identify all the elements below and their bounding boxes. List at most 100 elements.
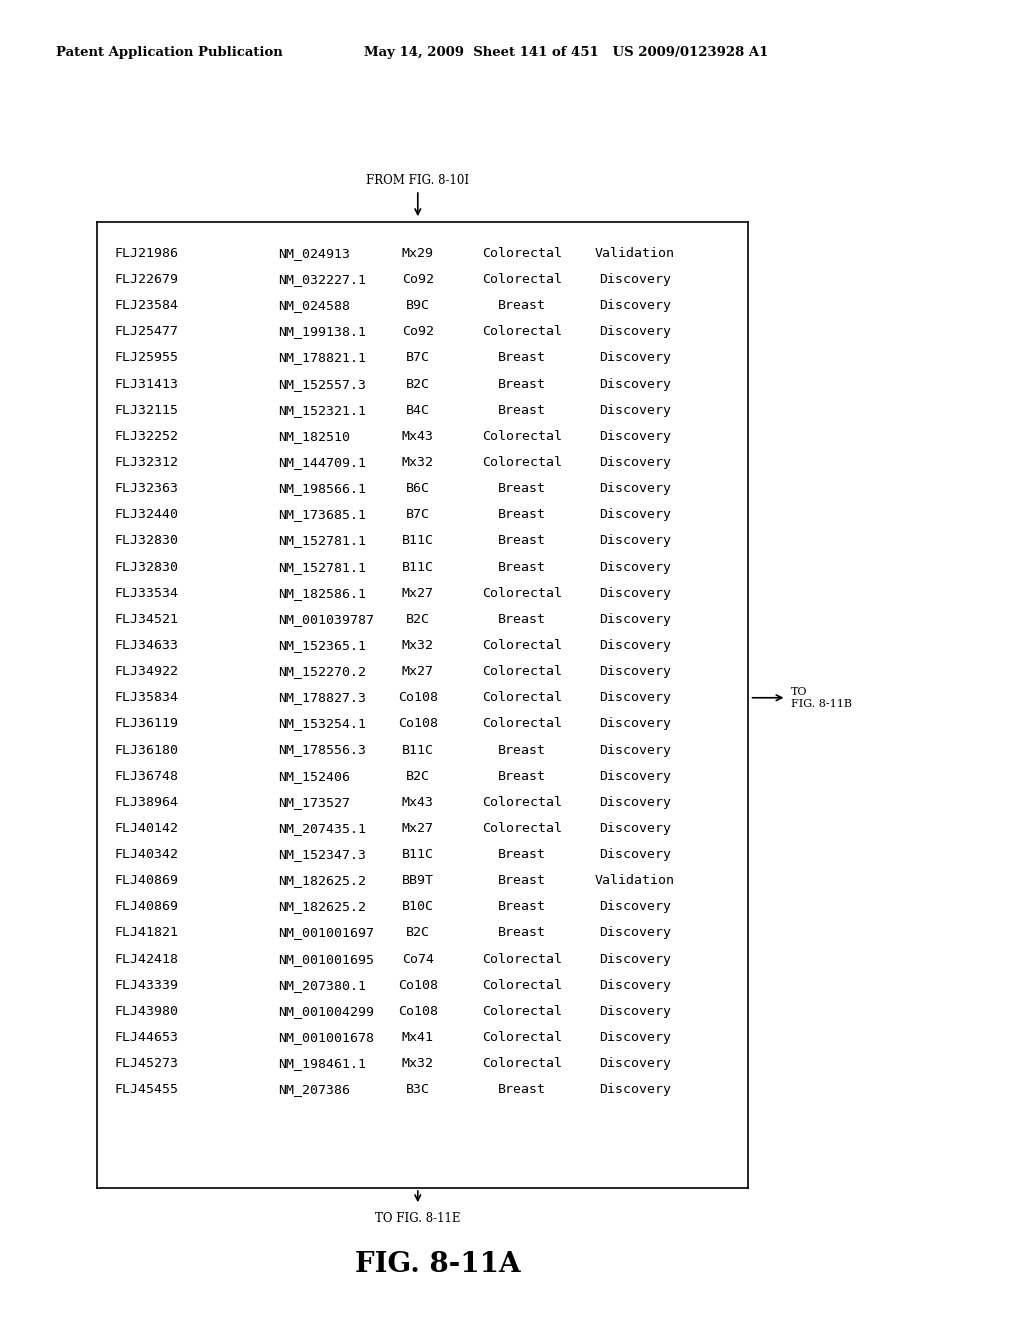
Text: Colorectal: Colorectal <box>482 717 562 730</box>
Text: FLJ36748: FLJ36748 <box>115 770 178 783</box>
Text: Breast: Breast <box>499 770 546 783</box>
Text: Discovery: Discovery <box>599 612 671 626</box>
Text: Colorectal: Colorectal <box>482 822 562 836</box>
Text: Discovery: Discovery <box>599 455 671 469</box>
Text: BB9T: BB9T <box>401 874 434 887</box>
Text: NM_024588: NM_024588 <box>279 300 350 313</box>
Text: B3C: B3C <box>406 1084 430 1097</box>
Text: Discovery: Discovery <box>599 404 671 417</box>
Text: FLJ31413: FLJ31413 <box>115 378 178 391</box>
Text: Co108: Co108 <box>397 717 438 730</box>
Text: NM_153254.1: NM_153254.1 <box>279 717 367 730</box>
Text: NM_207380.1: NM_207380.1 <box>279 978 367 991</box>
Text: Discovery: Discovery <box>599 273 671 286</box>
Text: Mx32: Mx32 <box>401 1057 434 1071</box>
Text: Breast: Breast <box>499 847 546 861</box>
Text: Discovery: Discovery <box>599 1057 671 1071</box>
Text: NM_173527: NM_173527 <box>279 796 350 809</box>
Text: Breast: Breast <box>499 404 546 417</box>
Text: FIG. 8-11A: FIG. 8-11A <box>355 1251 521 1278</box>
Text: Breast: Breast <box>499 535 546 548</box>
Text: B2C: B2C <box>406 612 430 626</box>
Text: NM_024913: NM_024913 <box>279 247 350 260</box>
Text: FROM FIG. 8-10I: FROM FIG. 8-10I <box>367 174 469 187</box>
Text: Discovery: Discovery <box>599 1084 671 1097</box>
Text: Discovery: Discovery <box>599 378 671 391</box>
Text: Colorectal: Colorectal <box>482 1005 562 1018</box>
Text: NM_001001695: NM_001001695 <box>279 953 375 966</box>
Text: Discovery: Discovery <box>599 770 671 783</box>
Text: Breast: Breast <box>499 927 546 940</box>
Text: Discovery: Discovery <box>599 847 671 861</box>
Text: Colorectal: Colorectal <box>482 665 562 678</box>
Text: Mx29: Mx29 <box>401 247 434 260</box>
Text: FLJ34922: FLJ34922 <box>115 665 178 678</box>
Text: Mx27: Mx27 <box>401 586 434 599</box>
Text: Colorectal: Colorectal <box>482 586 562 599</box>
Text: Discovery: Discovery <box>599 743 671 756</box>
Text: Mx43: Mx43 <box>401 796 434 809</box>
Text: FLJ36180: FLJ36180 <box>115 743 178 756</box>
Text: FLJ32830: FLJ32830 <box>115 561 178 574</box>
Text: NM_152270.2: NM_152270.2 <box>279 665 367 678</box>
Text: FLJ32312: FLJ32312 <box>115 455 178 469</box>
Text: FLJ40142: FLJ40142 <box>115 822 178 836</box>
Text: Discovery: Discovery <box>599 482 671 495</box>
Text: Discovery: Discovery <box>599 325 671 338</box>
Text: NM_182510: NM_182510 <box>279 430 350 444</box>
Text: FLJ36119: FLJ36119 <box>115 717 178 730</box>
Text: B7C: B7C <box>406 351 430 364</box>
Text: Colorectal: Colorectal <box>482 1031 562 1044</box>
Text: B4C: B4C <box>406 404 430 417</box>
Text: Breast: Breast <box>499 900 546 913</box>
Text: NM_182625.2: NM_182625.2 <box>279 874 367 887</box>
Text: FLJ38964: FLJ38964 <box>115 796 178 809</box>
Text: Co92: Co92 <box>401 325 434 338</box>
Text: FLJ21986: FLJ21986 <box>115 247 178 260</box>
Text: FLJ25477: FLJ25477 <box>115 325 178 338</box>
Text: FLJ40869: FLJ40869 <box>115 900 178 913</box>
Text: B9C: B9C <box>406 300 430 313</box>
Text: FLJ40342: FLJ40342 <box>115 847 178 861</box>
Text: Discovery: Discovery <box>599 351 671 364</box>
Text: Discovery: Discovery <box>599 639 671 652</box>
Text: Discovery: Discovery <box>599 535 671 548</box>
Text: Co108: Co108 <box>397 692 438 705</box>
Text: Breast: Breast <box>499 612 546 626</box>
Text: Discovery: Discovery <box>599 561 671 574</box>
Text: FLJ40869: FLJ40869 <box>115 874 178 887</box>
Text: FLJ41821: FLJ41821 <box>115 927 178 940</box>
Text: Breast: Breast <box>499 1084 546 1097</box>
Text: NM_199138.1: NM_199138.1 <box>279 325 367 338</box>
Text: Discovery: Discovery <box>599 927 671 940</box>
Text: TO FIG. 8-11E: TO FIG. 8-11E <box>375 1212 461 1225</box>
Text: Validation: Validation <box>595 874 675 887</box>
Text: Colorectal: Colorectal <box>482 796 562 809</box>
Text: Breast: Breast <box>499 351 546 364</box>
Text: Mx32: Mx32 <box>401 639 434 652</box>
Text: Colorectal: Colorectal <box>482 639 562 652</box>
Text: Discovery: Discovery <box>599 1031 671 1044</box>
Text: NM_152365.1: NM_152365.1 <box>279 639 367 652</box>
Text: NM_152321.1: NM_152321.1 <box>279 404 367 417</box>
Text: Breast: Breast <box>499 561 546 574</box>
Text: FLJ34633: FLJ34633 <box>115 639 178 652</box>
Text: NM_001004299: NM_001004299 <box>279 1005 375 1018</box>
Text: NM_178821.1: NM_178821.1 <box>279 351 367 364</box>
Text: Co108: Co108 <box>397 978 438 991</box>
Text: Validation: Validation <box>595 247 675 260</box>
Text: NM_198566.1: NM_198566.1 <box>279 482 367 495</box>
Text: NM_182625.2: NM_182625.2 <box>279 900 367 913</box>
Text: Breast: Breast <box>499 378 546 391</box>
Text: B11C: B11C <box>401 535 434 548</box>
Text: B2C: B2C <box>406 927 430 940</box>
Text: Co108: Co108 <box>397 1005 438 1018</box>
Text: Discovery: Discovery <box>599 717 671 730</box>
Text: NM_032227.1: NM_032227.1 <box>279 273 367 286</box>
Text: NM_144709.1: NM_144709.1 <box>279 455 367 469</box>
Text: B6C: B6C <box>406 482 430 495</box>
Text: Mx27: Mx27 <box>401 822 434 836</box>
Text: Colorectal: Colorectal <box>482 978 562 991</box>
Text: NM_182586.1: NM_182586.1 <box>279 586 367 599</box>
Text: FLJ23584: FLJ23584 <box>115 300 178 313</box>
